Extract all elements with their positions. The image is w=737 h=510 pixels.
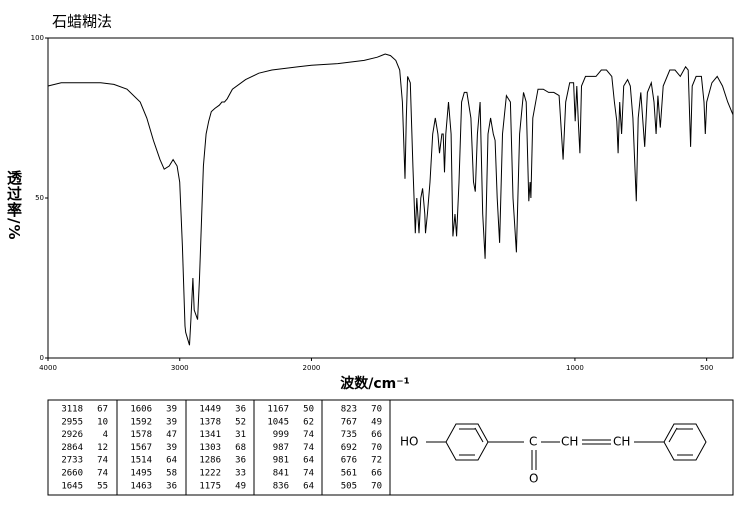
peak-transmittance: 47 xyxy=(166,430,177,440)
peak-wavenumber: 1578 xyxy=(130,430,152,440)
peak-wavenumber: 561 xyxy=(341,469,357,479)
peak-wavenumber: 767 xyxy=(341,417,357,427)
structure-label: CH xyxy=(561,435,578,449)
peak-transmittance: 50 xyxy=(303,405,314,415)
peak-wavenumber: 692 xyxy=(341,443,357,453)
x-tick-label: 2000 xyxy=(303,364,321,372)
spectrum-line xyxy=(47,53,734,346)
peak-wavenumber: 505 xyxy=(341,481,357,491)
peak-wavenumber: 1449 xyxy=(199,405,221,415)
peak-transmittance: 68 xyxy=(235,443,246,453)
peak-transmittance: 33 xyxy=(235,469,246,479)
x-tick-label: 3000 xyxy=(171,364,189,372)
peak-wavenumber: 1167 xyxy=(267,405,289,415)
peak-wavenumber: 1045 xyxy=(267,417,289,427)
peak-wavenumber: 1303 xyxy=(199,443,221,453)
x-tick-label: 500 xyxy=(700,364,713,372)
peak-wavenumber: 2955 xyxy=(61,417,83,427)
x-tick-label: 1000 xyxy=(566,364,584,372)
peak-transmittance: 12 xyxy=(97,443,108,453)
peak-transmittance: 72 xyxy=(371,456,382,466)
peak-transmittance: 74 xyxy=(303,430,314,440)
peak-wavenumber: 1567 xyxy=(130,443,152,453)
peak-wavenumber: 1378 xyxy=(199,417,221,427)
peak-transmittance: 70 xyxy=(371,481,382,491)
peak-transmittance: 64 xyxy=(303,456,314,466)
y-tick-label: 0 xyxy=(40,354,44,362)
peak-transmittance: 66 xyxy=(371,469,382,479)
structure-label: C xyxy=(529,435,537,449)
peak-wavenumber: 2660 xyxy=(61,469,83,479)
peak-wavenumber: 2733 xyxy=(61,456,83,466)
chart-title: 石蜡糊法 xyxy=(52,13,112,31)
peak-wavenumber: 1286 xyxy=(199,456,221,466)
peak-transmittance: 74 xyxy=(97,456,108,466)
y-axis-label: 透过率/% xyxy=(5,170,23,241)
table-dividers xyxy=(116,400,391,495)
peak-wavenumber: 1606 xyxy=(130,405,152,415)
peak-wavenumber: 676 xyxy=(341,456,357,466)
structure-drawing xyxy=(426,423,707,470)
peak-transmittance: 70 xyxy=(371,405,382,415)
peak-wavenumber: 3118 xyxy=(61,405,83,415)
peak-wavenumber: 836 xyxy=(273,481,289,491)
peak-transmittance: 49 xyxy=(371,417,382,427)
peak-wavenumber: 981 xyxy=(273,456,289,466)
structure-label: CH xyxy=(613,435,630,449)
y-tick-label: 50 xyxy=(35,194,44,202)
peak-transmittance: 39 xyxy=(166,405,177,415)
peak-transmittance: 10 xyxy=(97,417,108,427)
structure-label: O xyxy=(529,472,538,486)
peak-wavenumber: 841 xyxy=(273,469,289,479)
x-axis-label: 波数/cm⁻¹ xyxy=(340,375,410,392)
peak-transmittance: 36 xyxy=(166,481,177,491)
peak-transmittance: 52 xyxy=(235,417,246,427)
peak-transmittance: 64 xyxy=(303,481,314,491)
peak-wavenumber: 1222 xyxy=(199,469,221,479)
peak-transmittance: 66 xyxy=(371,430,382,440)
peak-transmittance: 39 xyxy=(166,443,177,453)
peak-transmittance: 64 xyxy=(166,456,177,466)
structure-label: HO xyxy=(400,435,418,449)
peak-transmittance: 74 xyxy=(303,443,314,453)
peak-transmittance: 74 xyxy=(97,469,108,479)
y-tick-label: 100 xyxy=(31,34,44,42)
peak-wavenumber: 999 xyxy=(273,430,289,440)
peak-transmittance: 67 xyxy=(97,405,108,415)
peak-transmittance: 70 xyxy=(371,443,382,453)
peak-transmittance: 55 xyxy=(97,481,108,491)
peak-wavenumber: 1341 xyxy=(199,430,221,440)
peak-transmittance: 31 xyxy=(235,430,246,440)
peak-transmittance: 4 xyxy=(103,430,108,440)
peak-transmittance: 58 xyxy=(166,469,177,479)
peak-wavenumber: 1495 xyxy=(130,469,152,479)
peak-transmittance: 36 xyxy=(235,456,246,466)
peak-wavenumber: 735 xyxy=(341,430,357,440)
peak-wavenumber: 823 xyxy=(341,405,357,415)
peak-wavenumber: 2864 xyxy=(61,443,83,453)
peak-transmittance: 49 xyxy=(235,481,246,491)
peak-transmittance: 62 xyxy=(303,417,314,427)
peak-wavenumber: 987 xyxy=(273,443,289,453)
peak-transmittance: 36 xyxy=(235,405,246,415)
peak-wavenumber: 1592 xyxy=(130,417,152,427)
peak-wavenumber: 1175 xyxy=(199,481,221,491)
peak-wavenumber: 1463 xyxy=(130,481,152,491)
peak-transmittance: 74 xyxy=(303,469,314,479)
peak-transmittance: 39 xyxy=(166,417,177,427)
x-tick-label: 4000 xyxy=(39,364,57,372)
peak-wavenumber: 1645 xyxy=(61,481,83,491)
peak-wavenumber: 1514 xyxy=(130,456,152,466)
peak-wavenumber: 2926 xyxy=(61,430,83,440)
